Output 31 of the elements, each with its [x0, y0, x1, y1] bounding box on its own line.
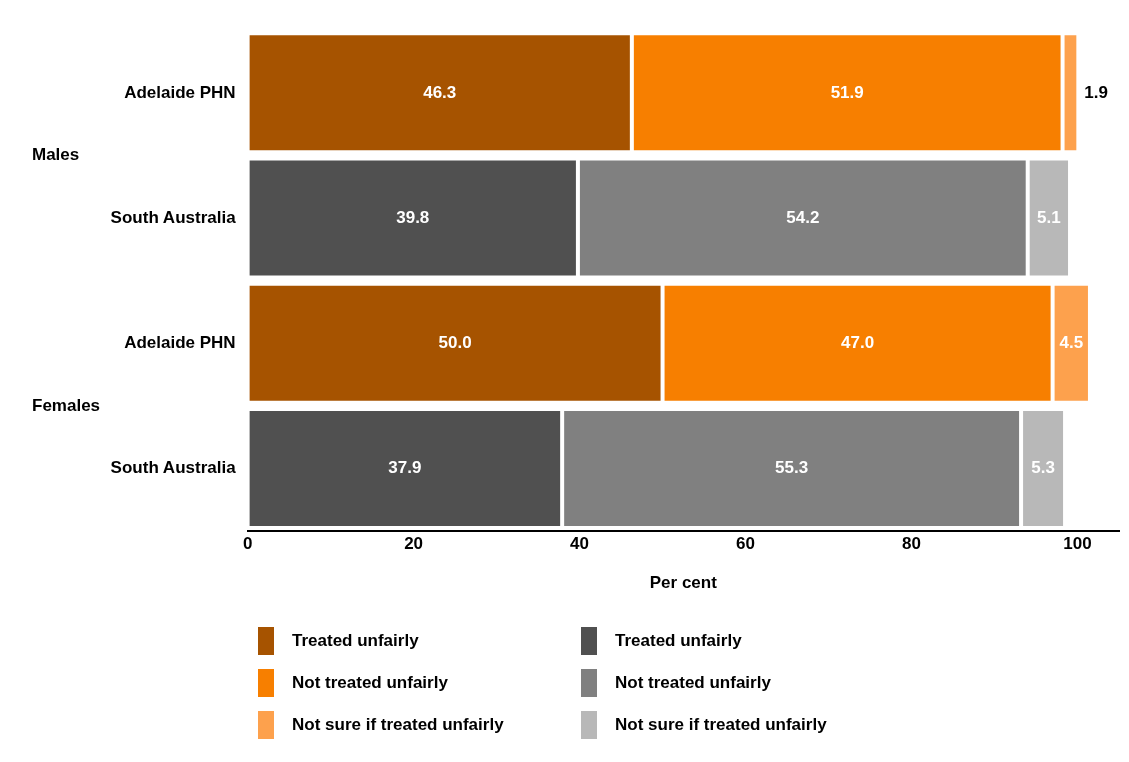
y-tick-label: Adelaide PHN — [124, 333, 236, 353]
x-tick-label: 20 — [404, 534, 424, 554]
x-tick-label: 0 — [242, 534, 253, 554]
data-label: 47.0 — [841, 333, 875, 353]
legend-label: Treated unfairly — [292, 631, 419, 651]
data-label: 1.9 — [1084, 82, 1108, 102]
text: Males — [32, 145, 80, 165]
x-tick-label: 40 — [570, 534, 590, 554]
x-tick-label: 100 — [1063, 534, 1092, 554]
x-tick-label: 60 — [736, 534, 756, 554]
data-label: 50.0 — [438, 333, 472, 353]
legend-label: Treated unfairly — [615, 631, 742, 651]
data-label: 46.3 — [423, 82, 457, 102]
y-tick-label: Adelaide PHN — [124, 82, 236, 102]
data-label: 54.2 — [786, 207, 820, 227]
x-axis-title: Per cent — [649, 573, 718, 593]
data-label: 4.5 — [1059, 333, 1084, 353]
y-tick-label: South Australia — [110, 207, 237, 227]
data-label: 5.3 — [1031, 458, 1055, 478]
y-tick-label: South Australia — [110, 458, 237, 478]
legend-label: Not treated unfairly — [292, 673, 448, 693]
x-tick-label: 80 — [902, 534, 921, 554]
data-label: 55.3 — [775, 458, 809, 478]
legend-label: Not sure if treated unfairly — [292, 715, 504, 735]
legend-label: Not treated unfairly — [615, 673, 771, 693]
legend-label: Not sure if treated unfairly — [615, 715, 827, 735]
data-label: 39.8 — [396, 207, 430, 227]
data-label: 37.9 — [388, 458, 422, 478]
data-label: 51.9 — [830, 82, 864, 102]
data-label: 5.1 — [1037, 207, 1061, 227]
text: Females — [32, 395, 101, 415]
